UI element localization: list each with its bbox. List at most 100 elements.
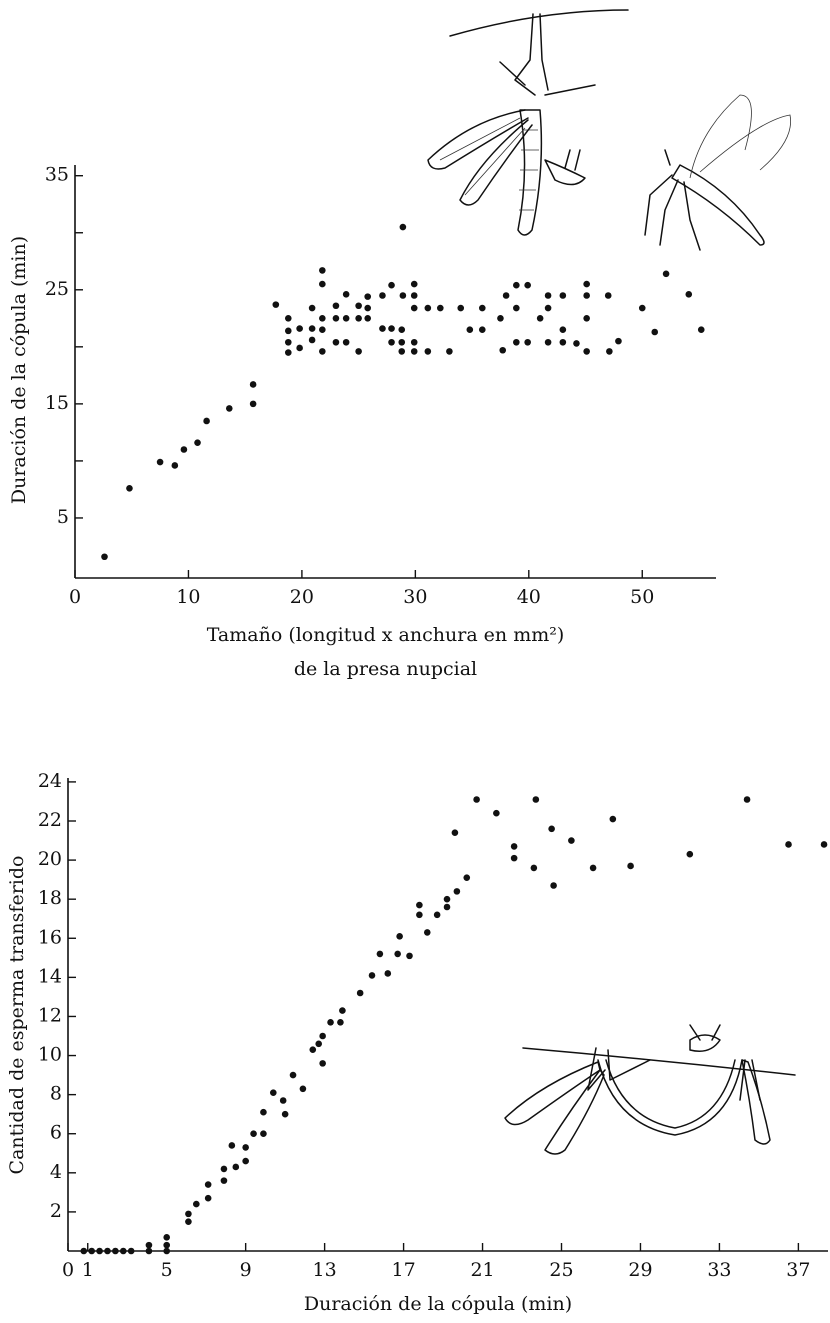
illustration-bottom bbox=[504, 1024, 796, 1155]
data-point bbox=[272, 301, 280, 308]
data-point bbox=[544, 292, 552, 299]
y-tick-label: 8 bbox=[50, 1083, 62, 1105]
x-axis-title: Tamaño (longitud x anchura en mm²) bbox=[207, 624, 565, 646]
data-point bbox=[249, 400, 257, 408]
data-point bbox=[410, 348, 418, 355]
data-point bbox=[193, 1200, 200, 1208]
data-point bbox=[319, 315, 326, 322]
x-tick-label: 0 bbox=[69, 586, 81, 608]
data-point bbox=[544, 304, 552, 312]
y-tick-label: 2 bbox=[50, 1200, 62, 1222]
data-point bbox=[163, 1241, 171, 1249]
data-point bbox=[289, 1071, 297, 1079]
data-point bbox=[242, 1157, 249, 1165]
data-point bbox=[220, 1165, 228, 1173]
data-point bbox=[524, 338, 531, 346]
data-point bbox=[332, 315, 340, 322]
data-point bbox=[342, 291, 350, 298]
data-point bbox=[319, 326, 326, 334]
data-point bbox=[437, 304, 444, 312]
data-point bbox=[478, 326, 486, 334]
data-point bbox=[685, 291, 693, 298]
data-point bbox=[260, 1108, 267, 1116]
y-tick-label: 6 bbox=[50, 1122, 62, 1144]
data-point bbox=[332, 302, 340, 310]
x-tick-label: 40 bbox=[517, 586, 541, 608]
data-point bbox=[368, 972, 376, 979]
x-tick-label: 21 bbox=[470, 1259, 494, 1281]
data-point bbox=[364, 293, 372, 300]
data-point bbox=[342, 315, 350, 322]
data-point bbox=[463, 874, 471, 881]
data-point bbox=[319, 267, 326, 274]
data-point bbox=[269, 1089, 277, 1096]
data-point bbox=[446, 348, 453, 355]
data-point bbox=[279, 1097, 287, 1104]
data-point bbox=[379, 292, 386, 299]
data-point bbox=[296, 344, 303, 352]
data-point bbox=[327, 1019, 334, 1026]
data-point bbox=[260, 1130, 267, 1138]
data-point bbox=[364, 315, 372, 322]
data-point bbox=[204, 1181, 212, 1188]
x-tick-label: 30 bbox=[403, 586, 427, 608]
data-point bbox=[185, 1218, 192, 1225]
y-tick-label: 14 bbox=[38, 965, 62, 987]
y-tick-label: 5 bbox=[57, 506, 69, 528]
data-point bbox=[662, 270, 670, 278]
data-point bbox=[536, 315, 544, 322]
y-tick-label: 20 bbox=[38, 848, 62, 870]
data-point bbox=[315, 1040, 323, 1048]
data-point bbox=[433, 911, 441, 919]
x-tick-label: 0 bbox=[62, 1259, 74, 1281]
data-point bbox=[651, 328, 659, 336]
data-point bbox=[502, 292, 510, 299]
data-point bbox=[355, 348, 362, 355]
data-point bbox=[319, 348, 326, 355]
data-point bbox=[101, 553, 108, 561]
data-point bbox=[606, 348, 613, 355]
x-tick-label: 29 bbox=[628, 1259, 652, 1281]
data-point bbox=[308, 325, 316, 332]
data-point bbox=[376, 950, 384, 958]
data-point bbox=[319, 1060, 326, 1067]
y-tick-label: 16 bbox=[38, 926, 62, 948]
data-point bbox=[499, 346, 507, 354]
y-tick-label: 12 bbox=[38, 1004, 62, 1026]
data-point bbox=[308, 336, 316, 344]
data-point bbox=[424, 348, 432, 355]
x-tick-label: 33 bbox=[707, 1259, 731, 1281]
y-tick-label: 10 bbox=[38, 1044, 62, 1066]
data-point bbox=[127, 1247, 135, 1255]
x-tick-label: 1 bbox=[82, 1259, 94, 1281]
y-tick-label: 15 bbox=[45, 392, 69, 414]
data-point bbox=[394, 950, 401, 958]
data-point bbox=[163, 1247, 171, 1255]
data-point bbox=[249, 381, 257, 388]
data-point bbox=[410, 304, 418, 312]
data-point bbox=[104, 1247, 111, 1255]
illustration-top bbox=[427, 9, 792, 251]
data-point bbox=[171, 462, 179, 469]
data-point bbox=[493, 809, 500, 817]
data-point bbox=[583, 292, 590, 299]
y-tick-label: 22 bbox=[38, 809, 62, 831]
data-point bbox=[416, 911, 423, 919]
x-axis-title: de la presa nupcial bbox=[294, 658, 477, 680]
data-point bbox=[410, 338, 418, 346]
data-point bbox=[384, 970, 392, 977]
data-point bbox=[284, 338, 292, 346]
data-point bbox=[550, 882, 557, 889]
data-point bbox=[559, 326, 567, 334]
data-point bbox=[638, 304, 646, 312]
data-point bbox=[284, 315, 292, 322]
data-point bbox=[388, 281, 395, 289]
data-point bbox=[473, 796, 480, 803]
data-point bbox=[559, 292, 567, 299]
data-point bbox=[379, 325, 386, 332]
data-point bbox=[583, 348, 590, 355]
x-tick-label: 20 bbox=[290, 586, 314, 608]
x-tick-label: 13 bbox=[313, 1259, 337, 1281]
data-point bbox=[284, 327, 292, 335]
